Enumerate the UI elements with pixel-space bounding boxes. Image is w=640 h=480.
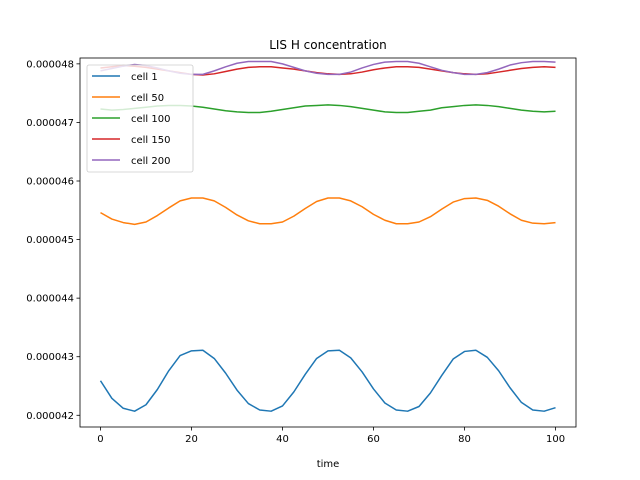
chart-title: LIS H concentration	[269, 38, 387, 52]
x-tick-label: 80	[458, 434, 471, 445]
y-tick-label: 0.000043	[26, 352, 74, 363]
x-axis-label: time	[317, 459, 340, 470]
y-tick-label: 0.000047	[26, 118, 74, 129]
legend-box	[86, 64, 194, 173]
legend-label-3: cell 150	[131, 135, 170, 146]
y-tick-label: 0.000045	[26, 235, 74, 246]
x-tick-label: 60	[367, 434, 380, 445]
x-tick-label: 0	[97, 434, 103, 445]
legend-label-2: cell 100	[131, 114, 170, 125]
series-line-1	[100, 197, 556, 226]
x-tick-label: 40	[276, 434, 289, 445]
x-tick-label: 100	[546, 434, 565, 445]
series-line-0	[99, 349, 556, 412]
legend-label-1: cell 50	[131, 93, 164, 104]
y-axis: 0.000042 0.000043 0.000044 0.000045 0.000046…	[26, 59, 80, 422]
y-tick-label: 0.000048	[26, 59, 74, 70]
plot-frame	[79, 57, 577, 428]
legend: cell 1 cell 50 cell 100 cell 150 cell 200	[86, 64, 194, 173]
y-tick-label: 0.000042	[26, 411, 74, 422]
y-tick-label: 0.000044	[26, 294, 74, 305]
legend-label-4: cell 200	[131, 156, 170, 167]
x-axis: 0 20 40 60 80 100	[97, 427, 565, 445]
x-tick-label: 20	[185, 434, 198, 445]
legend-label-0: cell 1	[131, 72, 158, 83]
y-tick-label: 0.000046	[26, 177, 74, 188]
